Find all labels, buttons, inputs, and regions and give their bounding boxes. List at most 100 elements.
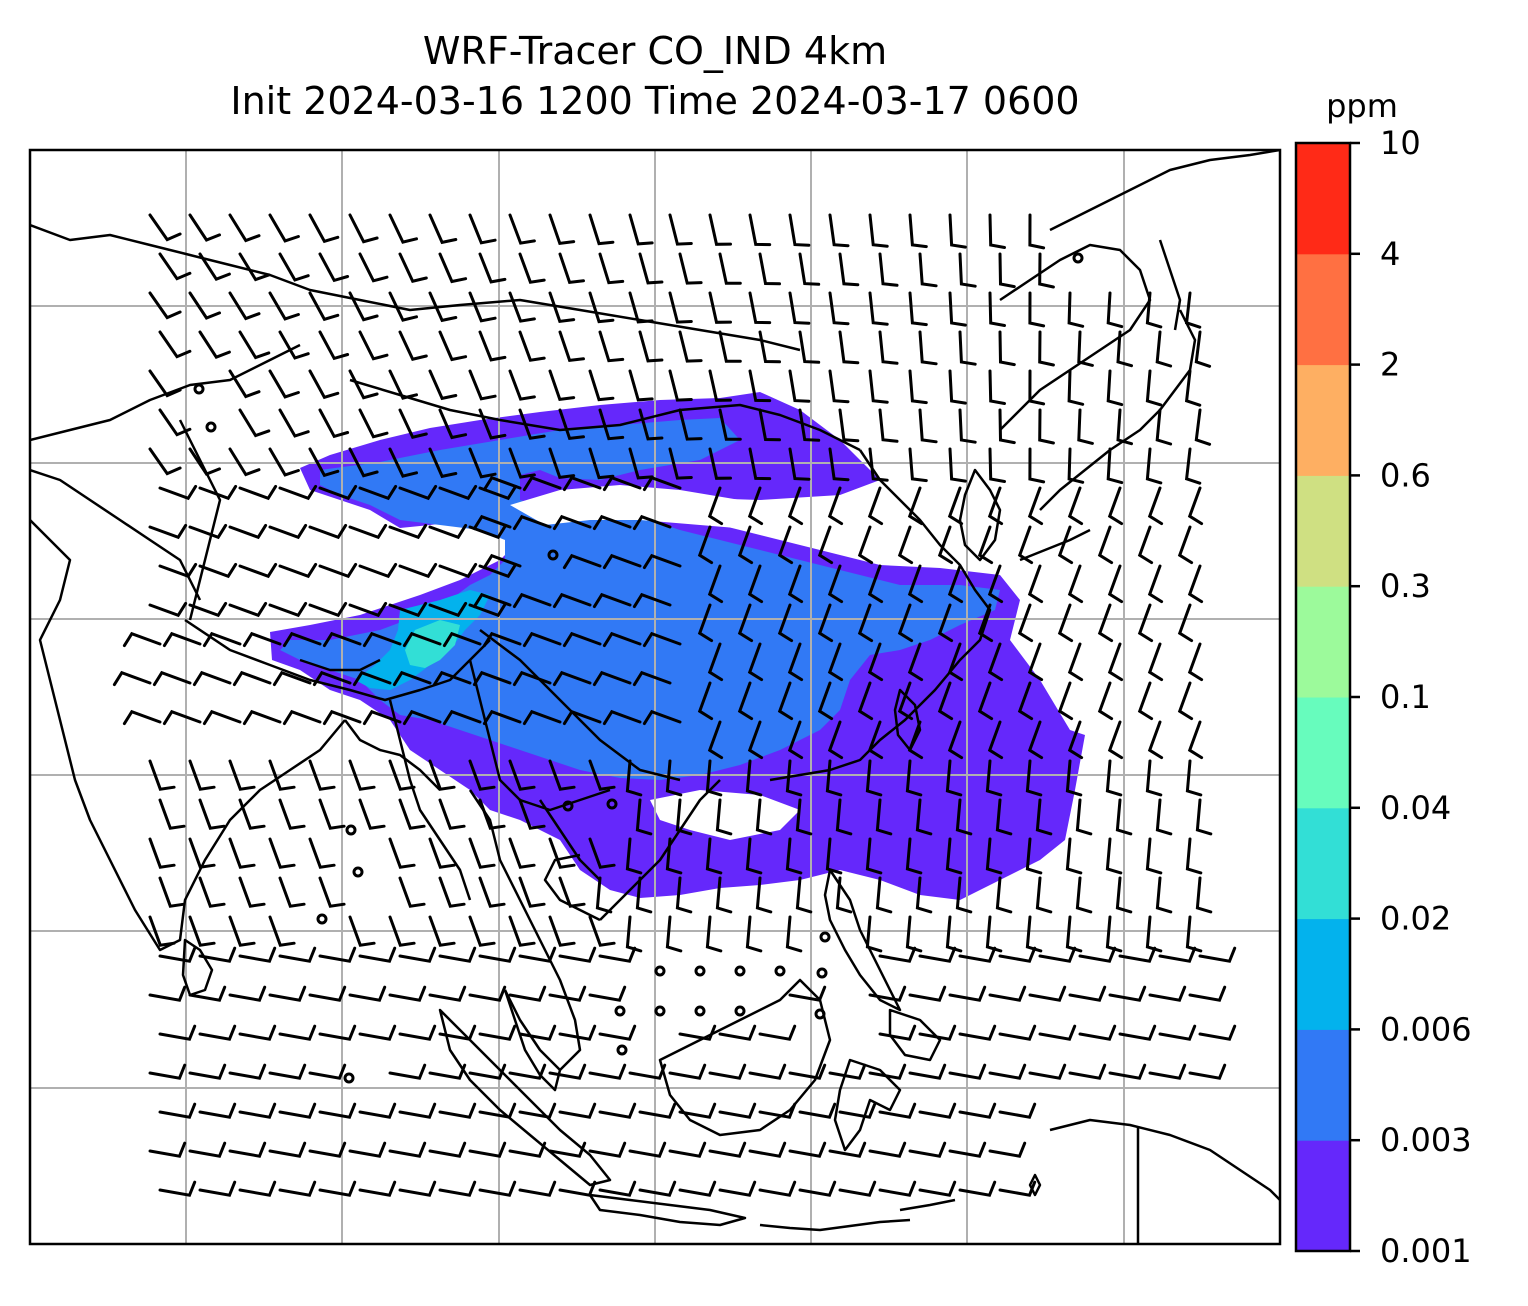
wind-barb — [915, 798, 933, 836]
wind-barb — [238, 330, 271, 360]
wind-barb — [198, 798, 226, 830]
wind-barb — [948, 1063, 987, 1080]
wind-barb — [268, 291, 300, 321]
wind-barb — [588, 291, 615, 324]
wind-barb — [642, 631, 682, 648]
wind-barb — [878, 330, 899, 365]
wind-barb — [758, 330, 781, 364]
wind-barb — [438, 946, 477, 963]
wind-barb — [518, 876, 546, 908]
wind-barb — [828, 1063, 867, 1080]
wind-barb — [788, 291, 811, 325]
wind-barb — [268, 369, 300, 399]
wind-barb — [438, 408, 468, 440]
wind-barb — [598, 1024, 637, 1041]
border-nepal — [299, 658, 381, 672]
wind-barb — [1188, 1063, 1227, 1080]
wind-barb — [278, 798, 306, 830]
wind-barb — [825, 759, 843, 797]
colorbar-segment — [1296, 1029, 1350, 1141]
wind-barb — [827, 486, 844, 526]
wind-barb — [908, 1141, 947, 1158]
russia-coast — [1049, 150, 1280, 232]
colorbar-tick-label: 0.006 — [1380, 1010, 1472, 1048]
wind-barb — [558, 330, 585, 363]
wind-barb — [508, 291, 536, 323]
wind-barb — [907, 486, 924, 526]
wind-barb — [428, 213, 458, 245]
wind-barb — [398, 1180, 437, 1197]
wind-barb — [188, 291, 221, 320]
wind-barb — [318, 252, 350, 283]
colorbar-segment — [1296, 364, 1350, 476]
wind-barb — [512, 592, 552, 609]
wind-barb — [278, 330, 310, 360]
colorbar-tick-label: 10 — [1380, 124, 1421, 162]
wind-barb — [678, 1180, 717, 1197]
wind-barb — [788, 1063, 827, 1080]
wind-barb — [348, 601, 388, 618]
wind-barb — [1177, 603, 1194, 643]
wind-barb — [562, 631, 602, 648]
wind-barb — [548, 1141, 587, 1158]
wind-barb — [1105, 915, 1123, 953]
wind-barb — [158, 1180, 197, 1197]
wind-barb — [867, 720, 884, 760]
wind-barb — [758, 1180, 797, 1197]
wind-barb — [905, 837, 923, 875]
wind-barb — [318, 1102, 357, 1119]
border-mongolia — [349, 378, 861, 452]
wind-barb — [868, 985, 907, 1002]
wind-barb — [428, 601, 468, 618]
wind-barb — [827, 642, 844, 682]
wind-barb — [668, 213, 693, 246]
wind-barb — [228, 915, 256, 947]
wind-barb — [1097, 603, 1114, 643]
wind-barb — [398, 252, 428, 283]
wind-barb — [1177, 681, 1194, 721]
wind-barb — [468, 601, 508, 618]
wind-barb — [747, 564, 764, 604]
wind-barb — [198, 484, 238, 501]
wind-barb — [788, 1141, 827, 1158]
wind-barb — [665, 837, 683, 875]
wind-barb — [718, 408, 742, 441]
wind-barb — [1035, 876, 1053, 914]
wind-barb — [198, 876, 226, 908]
wind-barb — [468, 1063, 507, 1080]
wind-barb — [988, 369, 1006, 405]
wind-barb — [948, 985, 987, 1002]
colorbar-tick-label: 0.001 — [1380, 1232, 1472, 1270]
wind-barb — [1115, 798, 1133, 836]
wind-barb — [552, 670, 592, 687]
wind-barb — [322, 709, 362, 726]
wind-barb — [907, 720, 924, 760]
wind-barb — [588, 369, 615, 402]
wind-barb — [1067, 369, 1085, 406]
wind-barb — [908, 447, 928, 483]
wind-barb — [598, 946, 637, 963]
wind-barb — [358, 798, 386, 830]
wind-barb — [268, 601, 308, 618]
wind-barb — [785, 759, 803, 797]
wind-barb — [282, 709, 322, 726]
wind-barb — [242, 709, 282, 726]
wind-barb — [388, 369, 418, 400]
wind-barb — [948, 369, 967, 405]
india-coastline — [30, 519, 346, 952]
wind-barb — [868, 1063, 907, 1080]
wind-barb — [947, 720, 964, 760]
wind-barb — [1115, 876, 1133, 914]
malay-peninsula — [503, 989, 562, 1092]
colorbar-segment — [1296, 475, 1350, 587]
wind-barb — [787, 720, 804, 760]
wind-barb — [628, 291, 654, 324]
wind-barb — [878, 1024, 917, 1041]
wind-barb — [1184, 369, 1202, 407]
plume-level-0.02 — [405, 620, 460, 668]
wind-barb — [508, 915, 536, 947]
wind-barb — [148, 1063, 187, 1080]
wind-barb — [987, 486, 1004, 526]
wind-barb — [1075, 876, 1093, 914]
